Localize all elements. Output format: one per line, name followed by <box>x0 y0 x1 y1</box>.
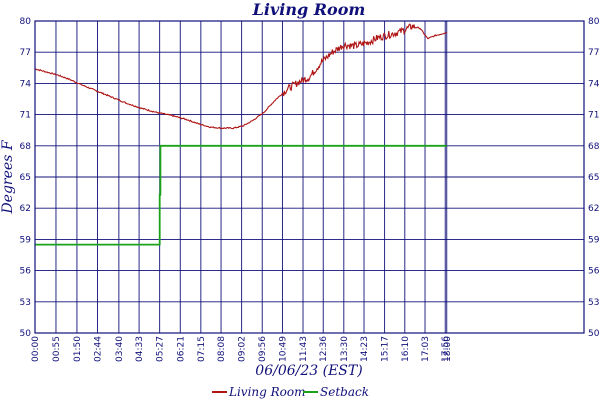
y-tick-label-left: 56 <box>20 267 32 277</box>
legend-living-room-label: Living Room <box>228 385 306 399</box>
y-tick-label-right: 68 <box>588 142 600 152</box>
y-tick-label-left: 65 <box>20 173 31 183</box>
x-tick-label: 06:21 <box>176 336 186 362</box>
grid <box>34 20 584 334</box>
y-tick-label-left: 68 <box>20 142 32 152</box>
y-axis-title: Degrees F <box>0 139 16 214</box>
y-tick-label-left: 50 <box>20 329 32 339</box>
chart-title: Living Room <box>252 0 366 19</box>
x-tick-label: 02:44 <box>94 336 104 362</box>
x-tick-label: 17:03 <box>421 336 431 362</box>
y-tick-label-right: 56 <box>588 267 600 277</box>
y-tick-label-right: 65 <box>588 173 599 183</box>
y-tick-label-left: 74 <box>20 79 32 89</box>
legend: Living Room Setback <box>212 385 369 399</box>
y-tick-label-right: 53 <box>588 298 599 308</box>
x-tick-label: 12:36 <box>319 336 329 362</box>
y-tick-label-right: 77 <box>588 48 599 58</box>
x-axis-title: 06/06/23 (EST) <box>255 363 362 379</box>
y-tick-label-left: 62 <box>20 204 31 214</box>
x-tick-label: 09:02 <box>238 336 248 362</box>
x-tick-label: 11:43 <box>299 336 309 362</box>
y-ticks-right: 50 53 56 59 62 65 68 71 74 77 80 <box>588 17 600 339</box>
x-tick-label: 15:17 <box>381 336 391 362</box>
x-tick-label: 16:10 <box>401 336 411 362</box>
y-tick-label-left: 59 <box>20 235 32 245</box>
x-tick-label: 04:33 <box>135 336 145 362</box>
x-tick-label: 07:15 <box>197 336 207 362</box>
legend-setback-label: Setback <box>320 385 369 399</box>
y-tick-label-left: 71 <box>20 111 31 121</box>
x-tick-label: 10:49 <box>278 336 288 362</box>
y-tick-label-right: 62 <box>588 204 599 214</box>
x-tick-label: 01:50 <box>73 336 83 362</box>
y-tick-label-right: 74 <box>588 79 600 89</box>
y-tick-label-left: 77 <box>20 48 31 58</box>
y-tick-label-left: 80 <box>20 17 32 27</box>
x-tick-label: 05:27 <box>156 336 166 362</box>
x-tick-label: 08:08 <box>217 336 227 362</box>
x-tick-label: 09:56 <box>258 336 268 362</box>
y-tick-label-left: 53 <box>20 298 31 308</box>
x-tick-label: 18:00 <box>443 336 453 362</box>
x-ticks: 00:00 00:55 01:50 02:44 03:40 04:33 05:27 06:21… <box>31 336 453 362</box>
y-tick-label-right: 71 <box>588 111 599 121</box>
x-tick-label: 00:00 <box>31 336 41 362</box>
y-tick-label-right: 50 <box>588 329 600 339</box>
y-tick-label-right: 59 <box>588 235 600 245</box>
x-tick-label: 17:56 <box>441 336 451 362</box>
y-tick-label-right: 80 <box>588 17 600 27</box>
series-setback-line <box>35 144 447 246</box>
y-ticks-left: 50 53 56 59 62 65 68 71 74 77 80 <box>20 17 32 339</box>
series-living-room-line <box>34 23 448 130</box>
x-tick-label: 00:55 <box>52 336 62 362</box>
plot-frame <box>34 20 585 334</box>
x-tick-label: 03:40 <box>115 336 125 362</box>
x-tick-label: 14:23 <box>360 336 370 362</box>
x-tick-label: 13:30 <box>340 336 350 362</box>
series-layer <box>34 23 448 246</box>
